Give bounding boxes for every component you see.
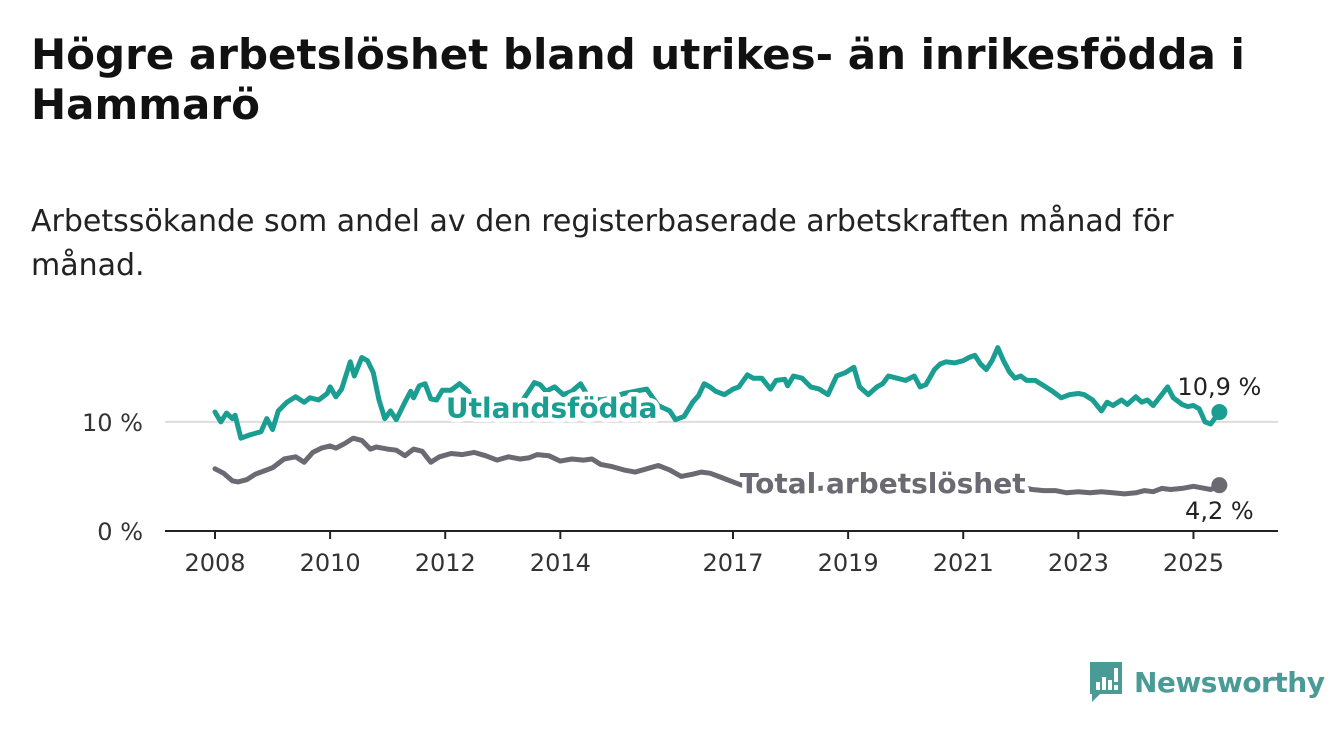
end-value-label: 10,9 % (1177, 373, 1261, 401)
x-axis: 2008 2010 2012 2014 2017 2019 2021 2023 2025 (165, 530, 1278, 577)
series-end-point (1211, 404, 1228, 421)
series-line (212, 345, 1222, 441)
x-tick-label: 2025 (1163, 549, 1224, 577)
grid-lines: 0 % 10 % (82, 409, 1278, 546)
series-line (212, 435, 1222, 497)
brand-logo: Newsworthy (1088, 660, 1325, 704)
chart-title: Högre arbetslöshet bland utrikes- än inr… (31, 30, 1245, 129)
end-value-label: 4,2 % (1185, 497, 1254, 525)
series-lines (212, 345, 1228, 497)
brand-name: Newsworthy (1134, 665, 1325, 699)
x-tick-label: 2014 (530, 549, 591, 577)
x-tick-label: 2021 (933, 549, 994, 577)
x-tick-label: 2019 (818, 549, 879, 577)
x-tick-label: 2010 (300, 549, 361, 577)
chart-subtitle: Arbetssökande som andel av den registerb… (31, 204, 1174, 283)
series-name-label: Utlandsfödda (446, 392, 658, 425)
x-tick-label: 2017 (702, 549, 763, 577)
x-tick-label: 2012 (415, 549, 476, 577)
y-tick-label: 10 % (82, 409, 143, 437)
series-end-point (1211, 477, 1228, 494)
series-name-label: Total arbetslöshet (740, 467, 1026, 500)
x-tick-label: 2008 (184, 549, 245, 577)
bar-chart-speech-bubble-icon (1090, 662, 1122, 702)
x-tick-label: 2023 (1048, 549, 1109, 577)
series-labels: 10,9 % 4,2 % Utlandsfödda Total arbetslöshe… (441, 373, 1261, 525)
y-tick-label: 0 % (97, 518, 143, 546)
